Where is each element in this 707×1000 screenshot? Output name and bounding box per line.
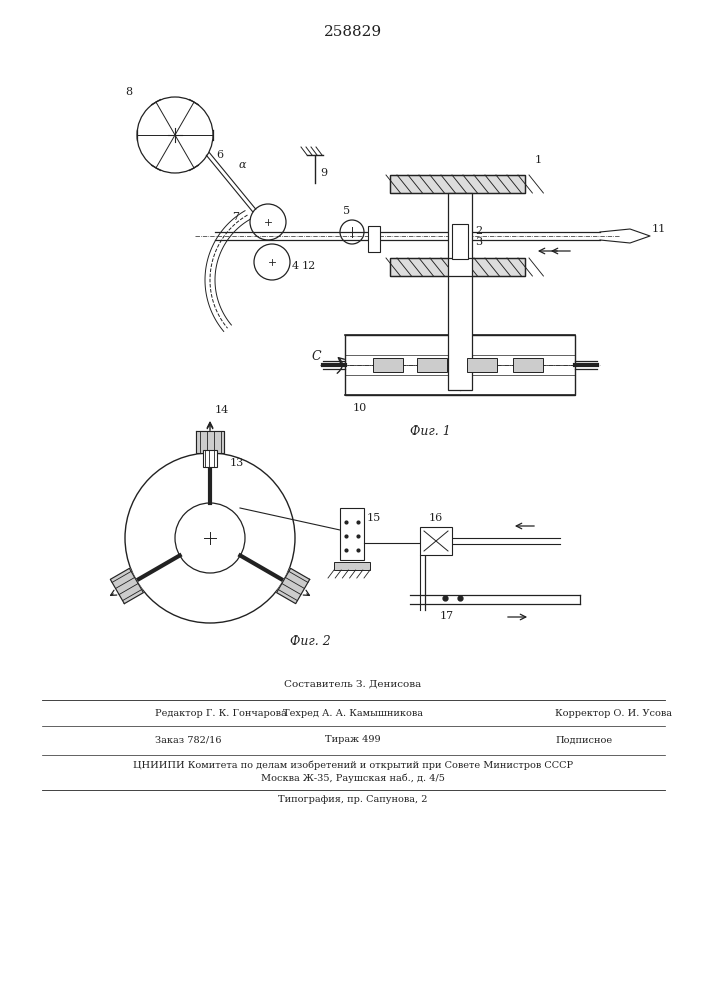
Polygon shape xyxy=(110,568,144,604)
Bar xyxy=(203,450,217,467)
Circle shape xyxy=(125,453,295,623)
Bar xyxy=(390,175,525,193)
Polygon shape xyxy=(196,431,224,453)
Text: ЦНИИПИ Комитета по делам изобретений и открытий при Совете Министров СССР: ЦНИИПИ Комитета по делам изобретений и о… xyxy=(133,760,573,770)
Text: 5: 5 xyxy=(344,206,351,216)
Bar xyxy=(448,193,472,390)
Text: 10: 10 xyxy=(353,403,367,413)
Text: 13: 13 xyxy=(230,458,244,468)
Text: 9: 9 xyxy=(320,168,327,178)
Text: Редактор Г. К. Гончарова: Редактор Г. К. Гончарова xyxy=(155,708,287,718)
Text: 14: 14 xyxy=(215,405,229,415)
Text: Корректор О. И. Усова: Корректор О. И. Усова xyxy=(555,708,672,718)
Text: 17: 17 xyxy=(440,611,454,621)
Bar xyxy=(452,224,468,259)
Text: 3: 3 xyxy=(475,237,482,247)
Bar xyxy=(334,562,370,570)
Text: C: C xyxy=(311,351,321,363)
Text: 4: 4 xyxy=(292,261,299,271)
Bar xyxy=(368,226,380,252)
Bar xyxy=(513,358,543,372)
Bar xyxy=(420,527,452,555)
Text: Фиг. 2: Фиг. 2 xyxy=(290,635,330,648)
Bar xyxy=(390,175,525,193)
Bar xyxy=(467,358,497,372)
Text: Типография, пр. Сапунова, 2: Типография, пр. Сапунова, 2 xyxy=(279,796,428,804)
Text: 258829: 258829 xyxy=(324,25,382,39)
Polygon shape xyxy=(276,568,310,604)
Text: Заказ 782/16: Заказ 782/16 xyxy=(155,736,221,744)
Text: 8: 8 xyxy=(125,87,132,97)
Text: 6: 6 xyxy=(216,150,223,160)
Text: 15: 15 xyxy=(367,513,381,523)
Bar xyxy=(345,335,575,395)
Text: Составитель З. Денисова: Составитель З. Денисова xyxy=(284,680,421,688)
Text: Подписное: Подписное xyxy=(555,736,612,744)
Text: 2: 2 xyxy=(475,226,482,236)
Bar xyxy=(390,258,525,276)
Text: Техред А. А. Камышникова: Техред А. А. Камышникова xyxy=(283,708,423,718)
Bar xyxy=(390,258,525,276)
Text: α: α xyxy=(238,160,246,170)
Text: 12: 12 xyxy=(302,261,316,271)
Text: 7: 7 xyxy=(232,212,239,222)
Text: Фиг. 1: Фиг. 1 xyxy=(409,425,450,438)
Text: Москва Ж-35, Раушская наб., д. 4/5: Москва Ж-35, Раушская наб., д. 4/5 xyxy=(261,773,445,783)
Circle shape xyxy=(175,503,245,573)
Text: Тираж 499: Тираж 499 xyxy=(325,736,381,744)
Text: 11: 11 xyxy=(652,224,666,234)
Bar xyxy=(373,358,403,372)
Bar xyxy=(340,508,364,560)
Text: 1: 1 xyxy=(535,155,542,165)
Text: 16: 16 xyxy=(429,513,443,523)
Bar xyxy=(417,358,447,372)
